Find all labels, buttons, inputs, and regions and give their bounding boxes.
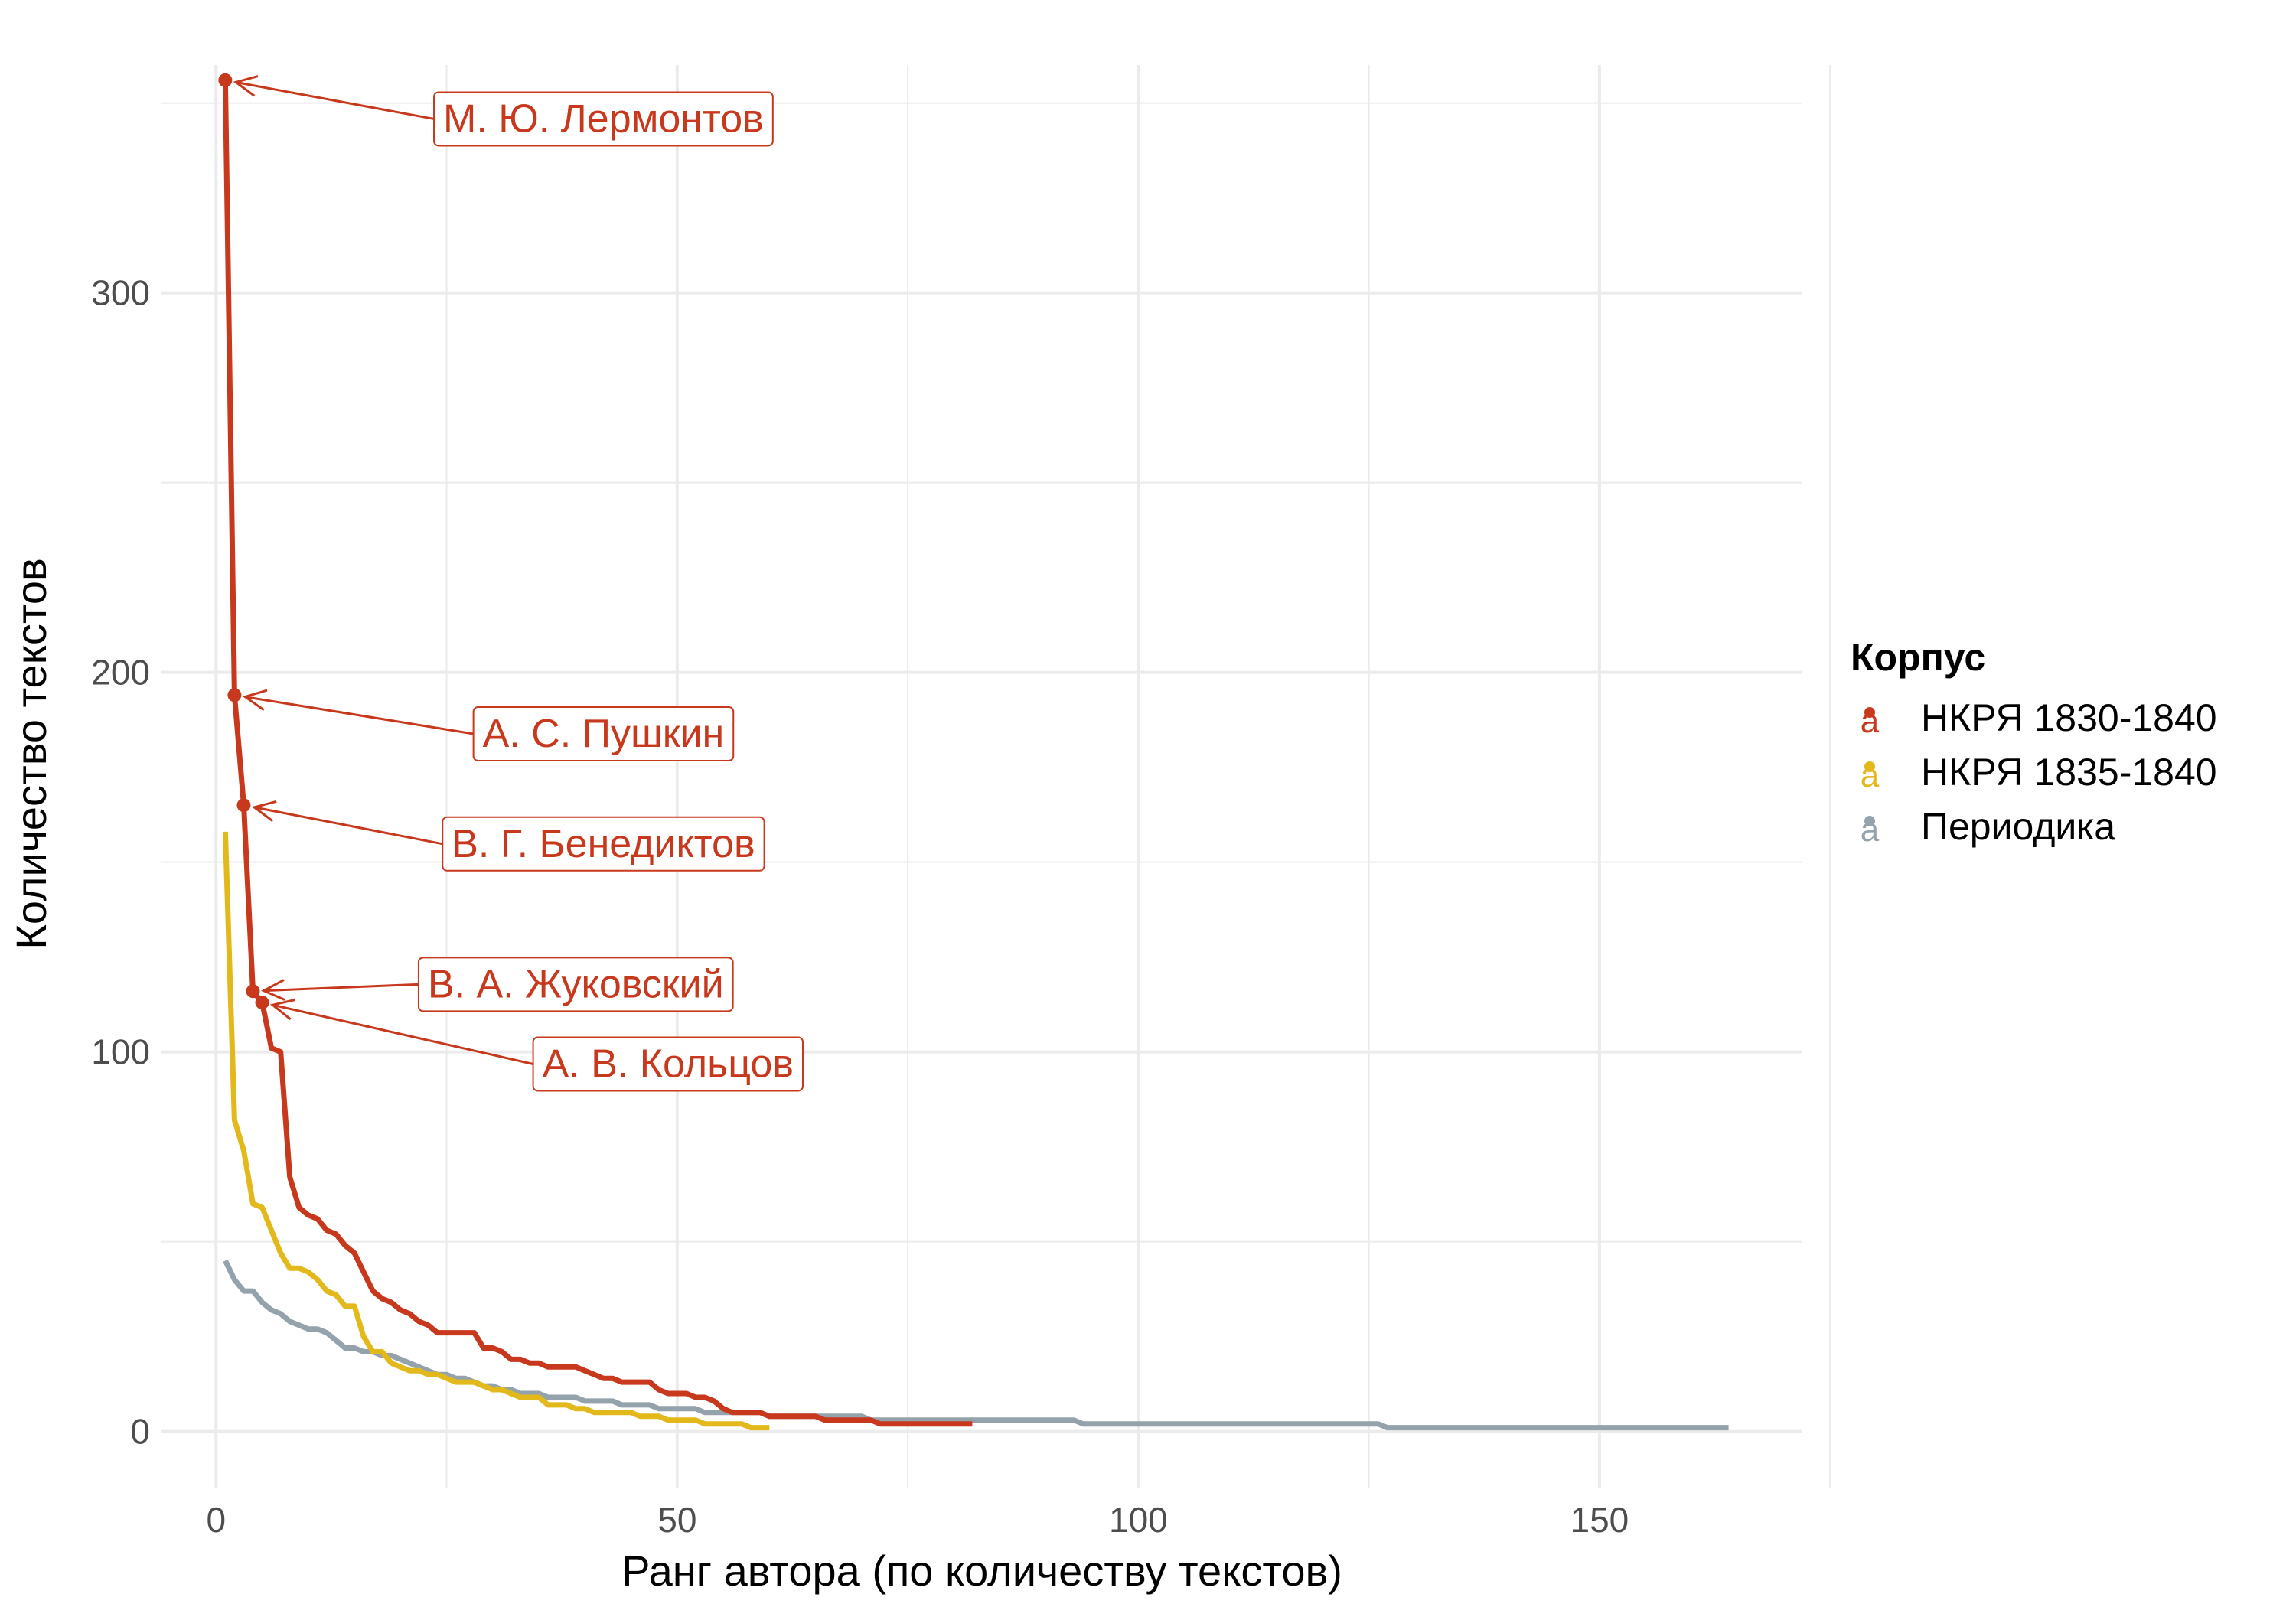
series-line (222, 80, 973, 1427)
annotation-arrowhead (233, 75, 259, 97)
annotation-arrow (263, 983, 419, 993)
y-tick-label: 0 (130, 1412, 150, 1452)
legend-key-glyph: a (1861, 811, 1880, 849)
annotation-arrow (244, 696, 474, 735)
annotation-label: В. Г. Бенедиктов (442, 816, 765, 872)
legend-item: a Периодика (1861, 805, 2116, 849)
x-tick-label: 100 (1109, 1500, 1168, 1540)
legend-label: НКРЯ 1830-1840 (1921, 696, 2217, 739)
series-line (223, 1259, 1729, 1431)
legend-items: a НКРЯ 1830-1840 a НКРЯ 1835-1840 a Периодика (1861, 696, 2217, 849)
legend-item: a НКРЯ 1835-1840 (1861, 751, 2217, 794)
annotation-text: В. Г. Бенедиктов (452, 822, 755, 866)
x-tick-label: 150 (1570, 1500, 1629, 1540)
annotation-arrow (253, 806, 443, 846)
annotated-point (255, 996, 269, 1010)
annotated-point (227, 688, 242, 702)
legend-key-dot (1864, 761, 1875, 772)
y-tick-label: 200 (91, 653, 150, 693)
annotation-label: М. Ю. Лермонтов (433, 91, 774, 147)
legend-key-dot (1864, 707, 1875, 718)
annotation-label: А. С. Пушкин (472, 706, 735, 761)
y-tick-label: 100 (91, 1032, 150, 1072)
annotation-text: А. С. Пушкин (483, 712, 725, 756)
annotation-layer: М. Ю. Лермонтов А. С. Пушкин В. Г. Бенедик… (218, 73, 804, 1092)
annotated-point (246, 984, 260, 999)
annotated-point (218, 73, 233, 87)
annotation-arrowhead (242, 689, 268, 712)
annotation-arrowhead (261, 979, 285, 1001)
x-axis-title: Ранг автора (по количеству текстов) (621, 1547, 1342, 1595)
legend-key-glyph: a (1861, 757, 1880, 794)
annotation-arrowhead (251, 800, 277, 823)
legend-item: a НКРЯ 1830-1840 (1861, 696, 2217, 740)
annotation-label: В. А. Жуковский (417, 957, 734, 1012)
annotation-text: А. В. Кольцов (543, 1041, 794, 1086)
annotation-arrow (272, 1003, 533, 1065)
annotation-text: М. Ю. Лермонтов (443, 96, 764, 141)
grid (161, 65, 1831, 1488)
series-line (222, 831, 770, 1431)
series-layer (222, 80, 1729, 1431)
annotation-label: А. В. Кольцов (532, 1036, 804, 1092)
annotation-text: В. А. Жуковский (428, 962, 724, 1006)
legend-key-dot (1864, 816, 1875, 826)
axis-layer: 0 50 100 150 0 100 200 300 (91, 273, 1629, 1540)
legend-title: Корпус (1851, 636, 1985, 679)
annotated-point (236, 798, 251, 813)
legend-key-glyph: a (1861, 702, 1880, 740)
y-axis-title: Количество текстов (7, 558, 55, 950)
legend: Корпус a НКРЯ 1830-1840 a НКРЯ 1835-1840 a Пе… (1851, 636, 2217, 849)
y-tick-label: 300 (91, 273, 150, 313)
legend-label: НКРЯ 1835-1840 (1921, 751, 2217, 794)
x-tick-label: 0 (207, 1500, 227, 1540)
x-tick-label: 50 (657, 1500, 696, 1540)
legend-label: Периодика (1921, 805, 2115, 848)
annotation-arrowhead (269, 999, 295, 1021)
annotation-arrow (235, 80, 435, 120)
